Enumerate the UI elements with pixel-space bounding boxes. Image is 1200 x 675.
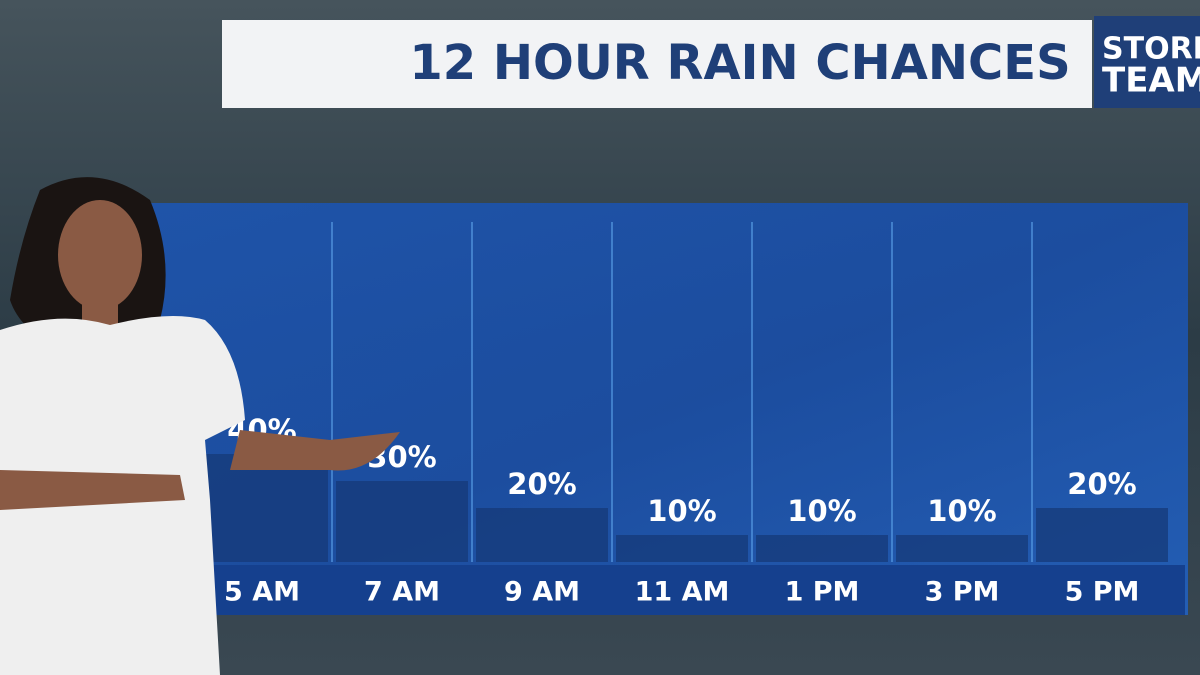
value-label: 20%: [507, 467, 576, 501]
bar: [1036, 508, 1168, 562]
value-label: 10%: [927, 494, 996, 528]
face: [58, 200, 142, 310]
bar: [896, 535, 1028, 562]
value-label: 10%: [647, 494, 716, 528]
x-tick-label: 5 PM: [1065, 577, 1140, 608]
bar: [336, 481, 468, 562]
presenter: [0, 177, 400, 675]
x-tick-label: 1 PM: [785, 577, 860, 608]
logo-box: [1094, 16, 1200, 108]
x-tick-label: 5 AM: [224, 577, 300, 608]
value-label: 20%: [1067, 467, 1136, 501]
logo-text: TEAM: [1102, 61, 1200, 101]
bar: [756, 535, 888, 562]
arm: [230, 430, 400, 471]
bar: [616, 535, 748, 562]
x-tick-label: 3 PM: [925, 577, 1000, 608]
title-bar: [222, 20, 1092, 108]
logo-text: STORM: [1102, 32, 1200, 67]
chart-title: 12 HOUR RAIN CHANCES: [409, 35, 1070, 91]
bar: [476, 508, 608, 562]
x-tick-label: 7 AM: [364, 577, 440, 608]
bar: [196, 454, 328, 562]
x-tick-label: 11 AM: [635, 577, 730, 608]
value-label: 10%: [787, 494, 856, 528]
label-strip: [190, 565, 1185, 615]
forearm: [0, 470, 185, 510]
x-tick-label: 9 AM: [504, 577, 580, 608]
